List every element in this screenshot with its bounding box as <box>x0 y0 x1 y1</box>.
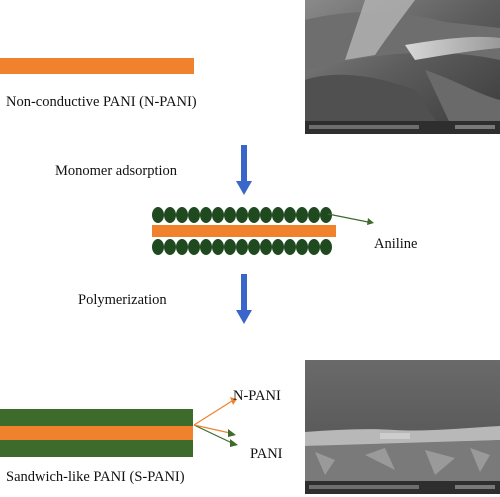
aniline-row-bottom <box>152 239 332 255</box>
aniline-adsorbed-structure <box>152 207 336 255</box>
down-arrow-icon <box>236 145 252 195</box>
s-pani-title: Sandwich-like PANI (S-PANI) <box>6 469 185 485</box>
n-pani-layer-middle <box>0 426 193 440</box>
step-monomer-adsorption: Monomer adsorption <box>55 163 178 179</box>
sem-micrograph-sheet <box>305 0 500 134</box>
s-pani-sandwich <box>0 409 193 457</box>
sem-image-bottom <box>305 360 500 494</box>
n-pani-layer-label: N-PANI <box>233 388 281 404</box>
pani-layer-label: PANI <box>250 446 283 462</box>
n-pani-strip <box>0 58 194 74</box>
sem-micrograph-cross-section <box>305 360 500 494</box>
step-polymerization: Polymerization <box>78 292 167 308</box>
aniline-pointer-arrow <box>327 213 374 225</box>
layer-pointer-arrows <box>193 397 238 447</box>
n-pani-title: Non-conductive PANI (N-PANI) <box>6 94 197 110</box>
aniline-row-top <box>152 207 332 223</box>
sem-image-top <box>305 0 500 134</box>
n-pani-core-layer <box>152 225 336 237</box>
pani-layer-top <box>0 409 193 426</box>
down-arrow-icon <box>236 274 252 324</box>
pani-layer-bottom <box>0 440 193 457</box>
aniline-label: Aniline <box>374 236 418 252</box>
